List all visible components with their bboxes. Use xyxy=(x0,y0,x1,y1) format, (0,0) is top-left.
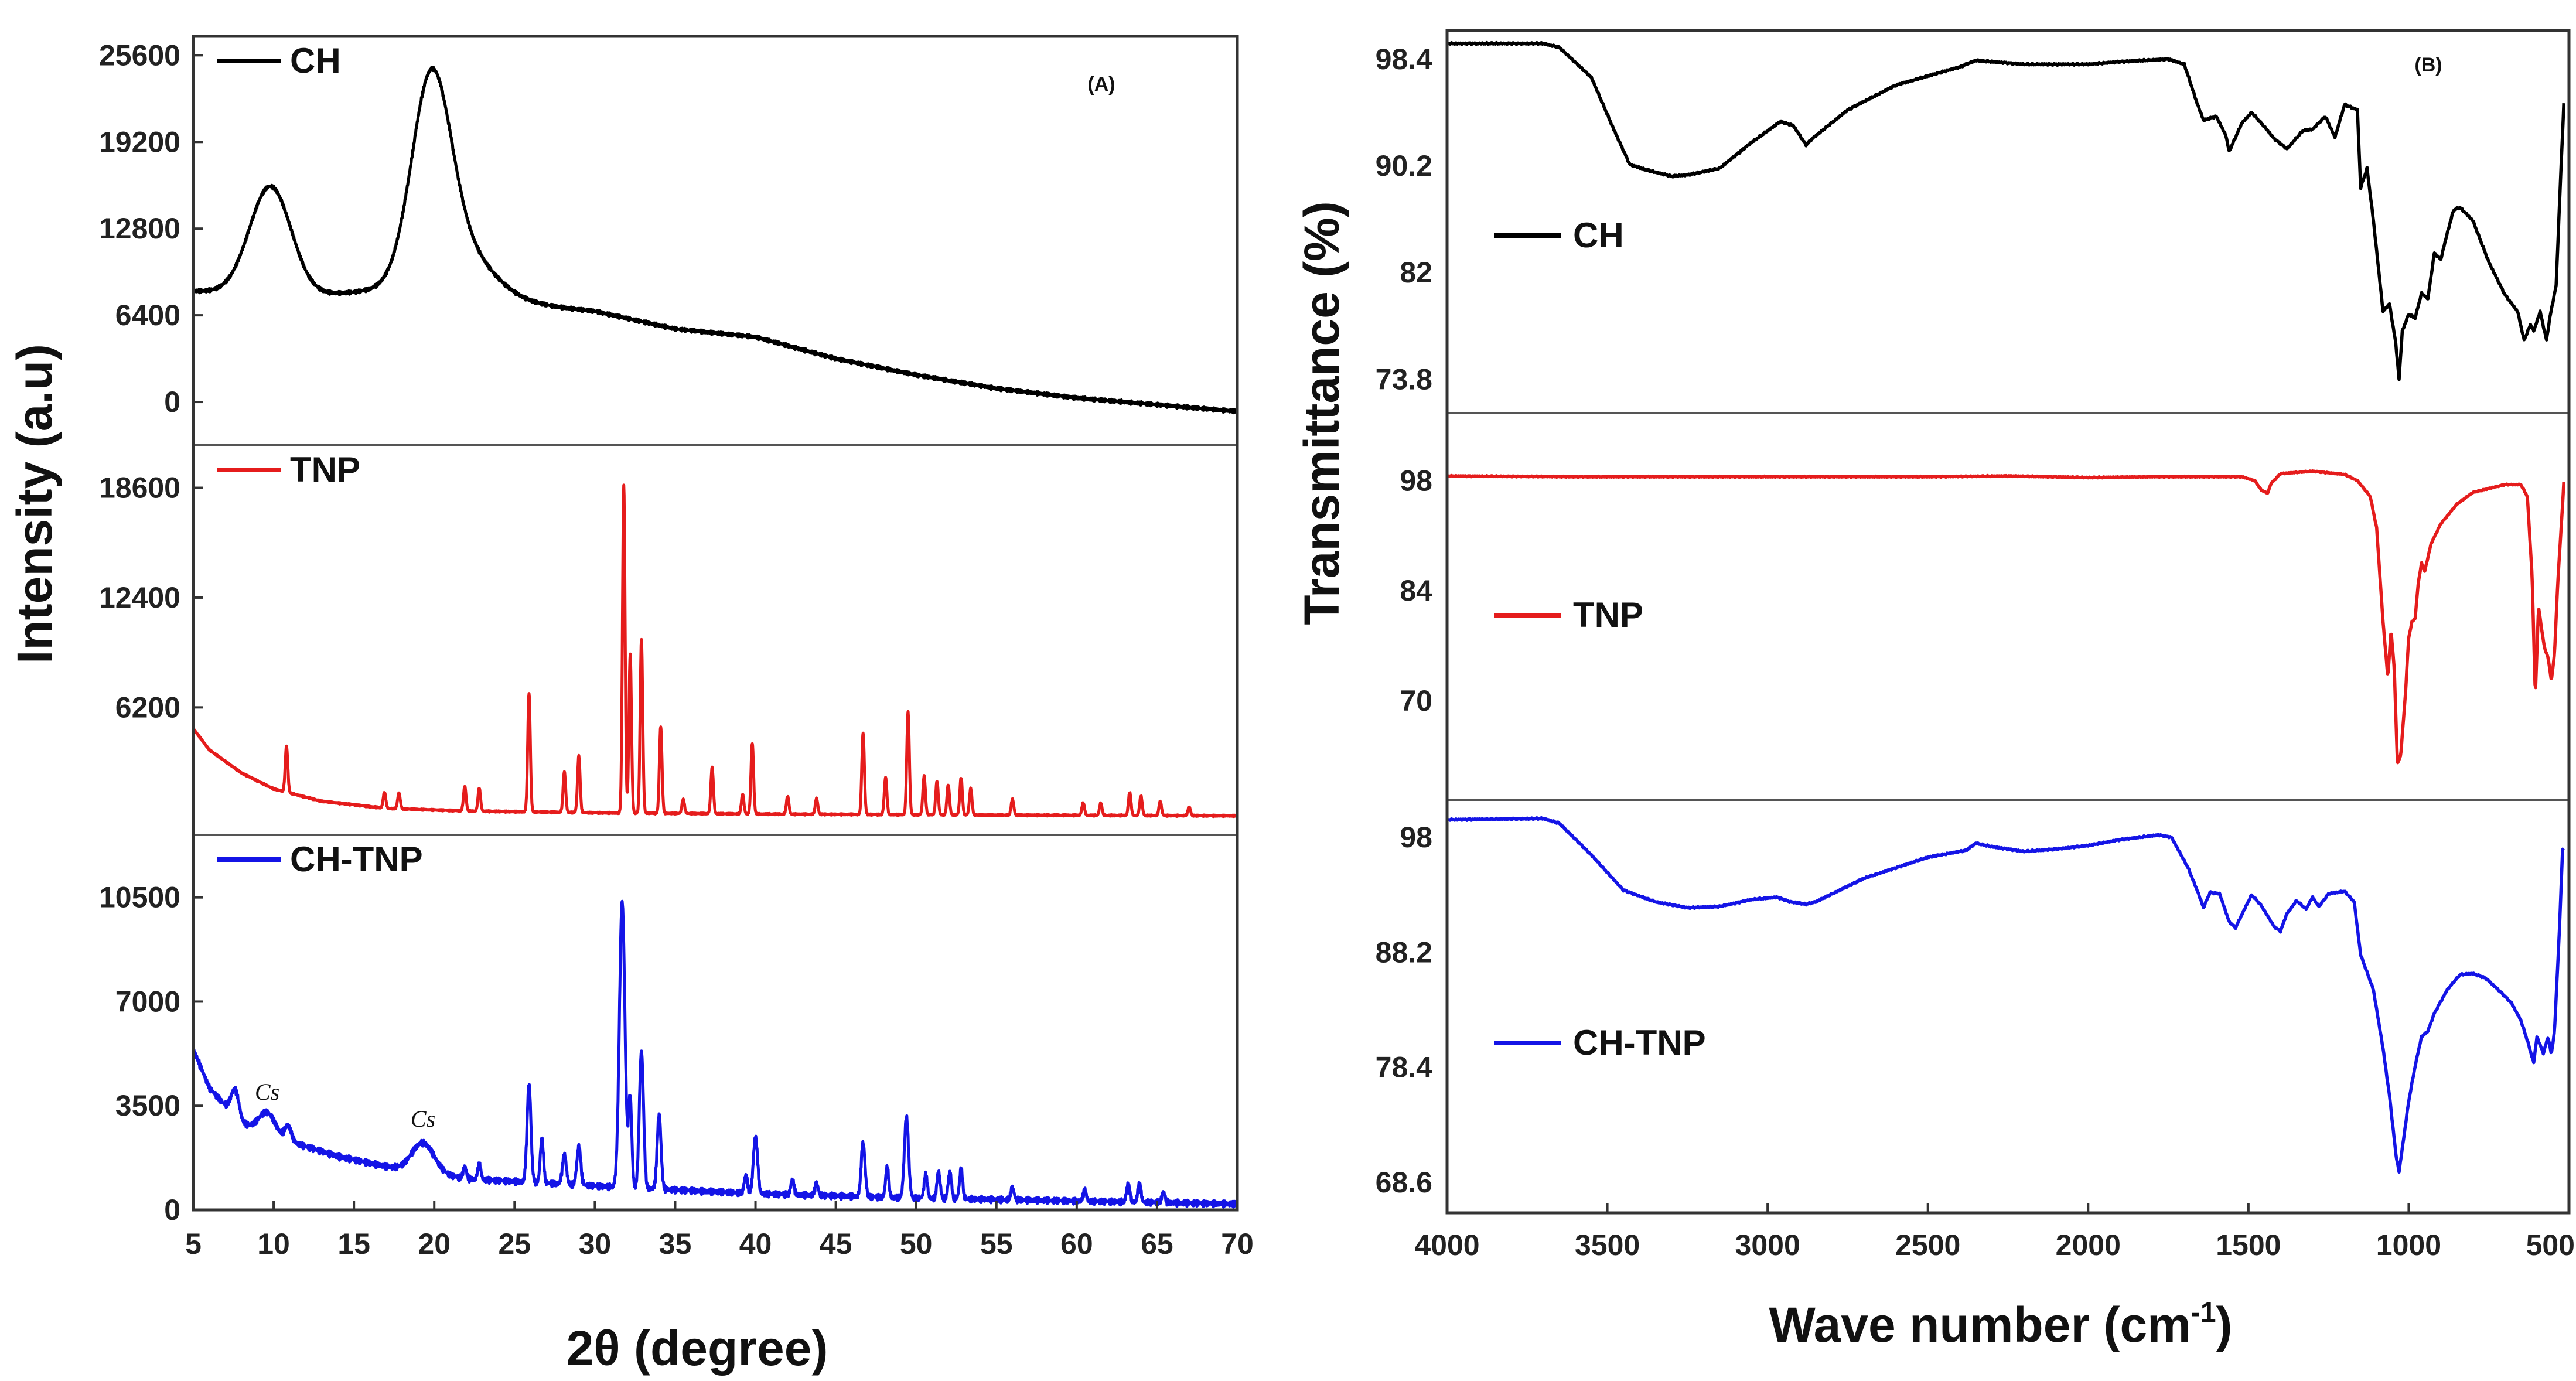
xrd-x-tick-label: 65 xyxy=(1141,1227,1173,1260)
xrd-annotation: Cs xyxy=(411,1106,435,1132)
ftir-y-tick-label: 73.8 xyxy=(1376,363,1432,395)
ftir-x-tick-label: 1500 xyxy=(2216,1229,2281,1261)
ftir-x-tick-label: 3500 xyxy=(1575,1229,1640,1261)
xrd-x-tick-label: 10 xyxy=(257,1227,290,1260)
xrd-y-tick-label: 12800 xyxy=(99,212,180,245)
ftir-y-tick-label: 68.6 xyxy=(1376,1166,1432,1199)
ftir-x-axis-title-sup: -1 xyxy=(2191,1297,2216,1328)
ftir-series-tnp xyxy=(1446,469,2565,765)
xrd-y-tick-label: 10500 xyxy=(99,881,180,914)
ftir-x-tick-label: 1000 xyxy=(2376,1229,2441,1261)
xrd-x-tick-label: 20 xyxy=(418,1227,451,1260)
xrd-x-tick-label: 60 xyxy=(1060,1227,1093,1260)
xrd-x-tick-label: 30 xyxy=(579,1227,612,1260)
xrd-y-tick-label: 7000 xyxy=(115,985,180,1018)
ftir-series-ch xyxy=(1445,40,2565,381)
xrd-x-axis-title: 2θ (degree) xyxy=(567,1321,828,1376)
xrd-legend-label-ch-tnp: CH-TNP xyxy=(290,840,423,879)
ftir-subplot-tnp: 70 84 98 TNP xyxy=(1400,412,2569,765)
panel-label-b: (B) xyxy=(2414,54,2442,76)
xrd-series-ch-tnp xyxy=(192,899,1238,1209)
ftir-y-tick-label: 98.4 xyxy=(1376,43,1433,76)
xrd-frame xyxy=(192,35,1239,1212)
xrd-x-tick-label: 50 xyxy=(900,1227,933,1260)
xrd-legend-label-tnp: TNP xyxy=(290,450,360,489)
ftir-subplot-ch: 73.8 82 90.2 98.4 CH xyxy=(1376,40,2565,395)
ftir-y-tick-label: 90.2 xyxy=(1376,149,1432,182)
xrd-subplot-tnp: 6200 12400 18600 TNP xyxy=(99,444,1238,819)
ftir-x-tick-label: 2000 xyxy=(2056,1229,2121,1261)
ftir-frame xyxy=(1445,29,2571,1215)
xrd-subplot-ch: 0 6400 12800 19200 25600 CH xyxy=(99,39,1238,418)
xrd-x-tick-label: 25 xyxy=(498,1227,531,1260)
ftir-y-axis-title: Transmittance (%) xyxy=(1294,201,1349,625)
ftir-y-tick-label: 88.2 xyxy=(1376,936,1432,969)
ftir-legend-label-ch: CH xyxy=(1573,216,1624,255)
ftir-x-axis-title-main: Wave number (cm xyxy=(1769,1297,2191,1352)
ftir-y-tick-label: 70 xyxy=(1400,684,1432,717)
ftir-panel: Transmittance (%) Wave number (cm-1) (B)… xyxy=(1294,29,2575,1352)
ftir-y-tick-label: 98 xyxy=(1400,464,1432,497)
xrd-series-tnp xyxy=(192,483,1238,819)
xrd-y-tick-label: 19200 xyxy=(99,125,180,158)
ftir-x-tick-label: 500 xyxy=(2526,1229,2575,1261)
xrd-x-tick-label: 55 xyxy=(980,1227,1013,1260)
ftir-legend-label-ch-tnp: CH-TNP xyxy=(1573,1023,1706,1062)
ftir-y-tick-label: 98 xyxy=(1400,821,1432,854)
xrd-panel: Intensity (a.u) 2θ (degree) (A) 0 6400 128… xyxy=(7,35,1254,1376)
ftir-x-axis-title: Wave number (cm-1) xyxy=(1769,1297,2232,1352)
xrd-x-tick-label: 45 xyxy=(820,1227,852,1260)
xrd-y-tick-label: 0 xyxy=(164,386,180,418)
ftir-series-ch-tnp xyxy=(1445,816,2565,1174)
ftir-x-ticks: 4000 3500 3000 2500 2000 1500 1000 500 xyxy=(1414,1203,2575,1261)
xrd-x-tick-label: 40 xyxy=(739,1227,772,1260)
xrd-x-tick-label: 15 xyxy=(337,1227,370,1260)
xrd-y-tick-label: 6400 xyxy=(115,299,180,332)
xrd-x-tick-label: 5 xyxy=(185,1227,202,1260)
ftir-x-tick-label: 2500 xyxy=(1895,1229,1960,1261)
xrd-subplots: 0 6400 12800 19200 25600 CH 6200 12400 18600 TNP 0… xyxy=(99,39,1238,1226)
xrd-legend-label-ch: CH xyxy=(290,41,341,80)
xrd-y-tick-label: 3500 xyxy=(115,1089,180,1122)
xrd-y-tick-label: 0 xyxy=(164,1194,180,1226)
ftir-legend-label-tnp: TNP xyxy=(1573,595,1643,635)
xrd-y-tick-label: 25600 xyxy=(99,39,180,71)
panel-label-a: (A) xyxy=(1087,73,1115,96)
ftir-x-axis-title-close: ) xyxy=(2216,1297,2233,1352)
ftir-subplot-ch-tnp: 68.6 78.4 88.2 98 CH-TNP xyxy=(1376,799,2569,1199)
xrd-x-tick-label: 35 xyxy=(659,1227,692,1260)
ftir-x-tick-label: 3000 xyxy=(1735,1229,1800,1261)
xrd-x-tick-label: 70 xyxy=(1221,1227,1254,1260)
xrd-y-tick-label: 12400 xyxy=(99,581,180,614)
xrd-subplot-ch-tnp: 0 3500 7000 10500 CH-TNP Cs Cs xyxy=(99,834,1238,1226)
xrd-annotation: Cs xyxy=(255,1079,279,1105)
xrd-y-tick-label: 6200 xyxy=(115,691,180,724)
ftir-y-tick-label: 84 xyxy=(1400,574,1432,607)
xrd-y-axis-title: Intensity (a.u) xyxy=(7,344,62,664)
ftir-subplots: 73.8 82 90.2 98.4 CH 70 84 98 TNP 68.6 78.4 88.2 98 C… xyxy=(1376,40,2569,1199)
ftir-x-tick-label: 4000 xyxy=(1414,1229,1479,1261)
ftir-y-tick-label: 82 xyxy=(1400,256,1432,289)
xrd-y-tick-label: 18600 xyxy=(99,472,180,504)
ftir-y-tick-label: 78.4 xyxy=(1376,1051,1433,1084)
xrd-series-ch xyxy=(192,66,1238,415)
xrd-x-ticks: 5 10 15 20 25 30 35 40 45 50 55 60 65 70 xyxy=(185,1201,1254,1260)
